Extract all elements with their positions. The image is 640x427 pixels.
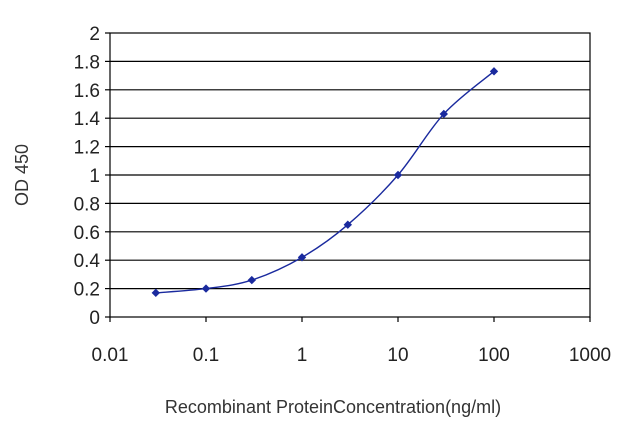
- x-axis-title: Recombinant ProteinConcentration(ng/ml): [165, 397, 501, 417]
- data-point: [489, 67, 499, 76]
- x-tick-label: 1: [297, 345, 308, 366]
- grid-lines: [110, 60, 590, 290]
- x-tick-label: 0.01: [92, 345, 129, 366]
- data-point: [201, 284, 211, 293]
- y-tick-label: 0.2: [74, 280, 100, 301]
- x-tick-label: 1000: [569, 345, 611, 366]
- data-point: [247, 275, 257, 285]
- y-tick-label: 1.2: [74, 138, 100, 159]
- x-tick-label: 100: [478, 345, 510, 366]
- y-tick-label: 0.8: [74, 194, 100, 215]
- x-tick-label: 0.1: [193, 345, 219, 366]
- data-point: [297, 253, 307, 262]
- data-point: [439, 109, 449, 119]
- y-tick-label: 1.4: [74, 109, 101, 130]
- y-tick-label: 2: [89, 24, 100, 45]
- y-tick-label: 1.8: [74, 52, 100, 73]
- series-group: [151, 67, 499, 298]
- y-tick-label: 1: [89, 166, 100, 187]
- x-tick-label: 10: [387, 345, 408, 366]
- y-axis-ticks: 0 0.2 0.4 0.6 0.8 1 1.2 1.4 1.6 1.8 2: [74, 24, 110, 329]
- x-axis-ticks: 0.01 0.1 1 10 100 1000: [92, 317, 611, 366]
- y-tick-label: 0.6: [74, 223, 100, 244]
- data-point: [151, 288, 161, 298]
- data-point: [343, 220, 353, 229]
- y-axis-title: OD 450: [12, 144, 32, 206]
- y-tick-label: 0: [89, 308, 100, 329]
- y-tick-label: 0.4: [74, 251, 101, 272]
- y-tick-label: 1.6: [74, 81, 100, 102]
- data-point: [393, 170, 403, 180]
